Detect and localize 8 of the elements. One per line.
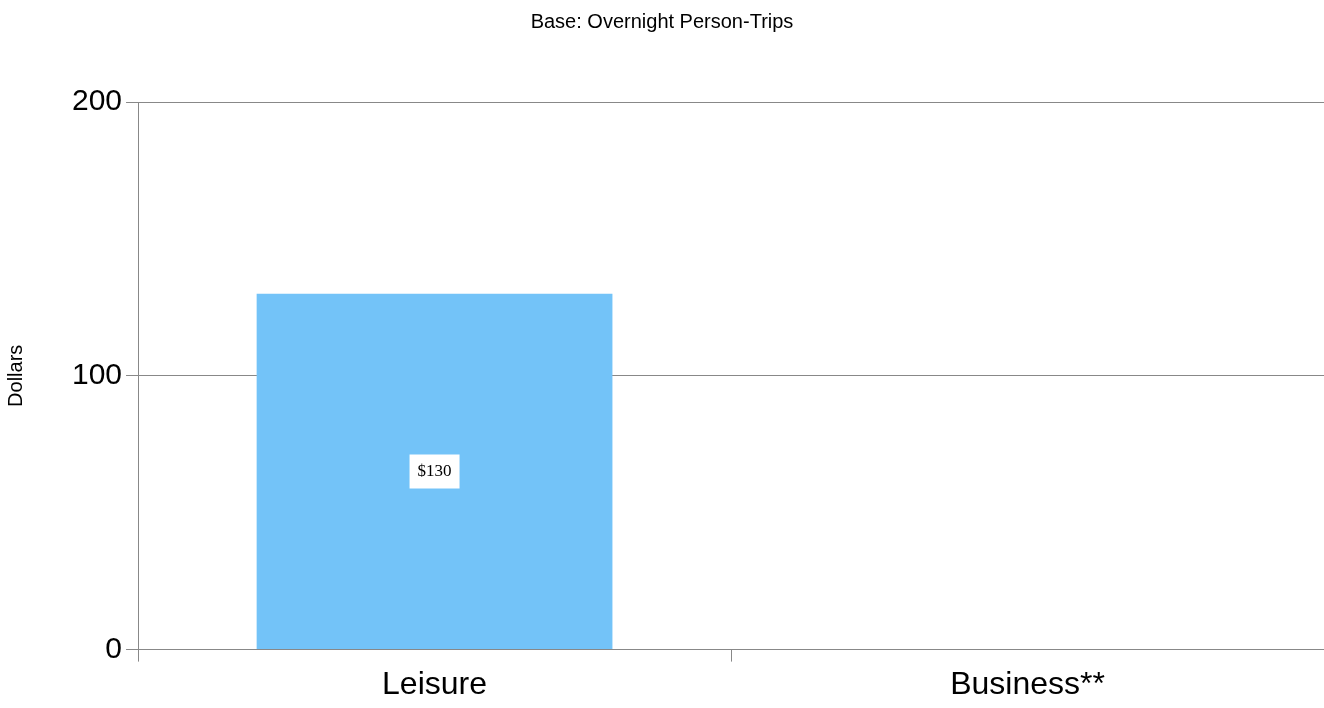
x-tick-label: Leisure <box>382 664 488 701</box>
y-axis-title: Dollars <box>3 344 26 407</box>
y-tick-label: 100 <box>71 357 123 391</box>
chart-title: Base: Overnight Person-Trips <box>530 9 794 32</box>
data-label: $130 <box>417 460 452 480</box>
y-tick-label: 0 <box>105 630 123 664</box>
y-tick-label: 200 <box>71 83 123 117</box>
x-tick-label: Business** <box>950 664 1105 701</box>
